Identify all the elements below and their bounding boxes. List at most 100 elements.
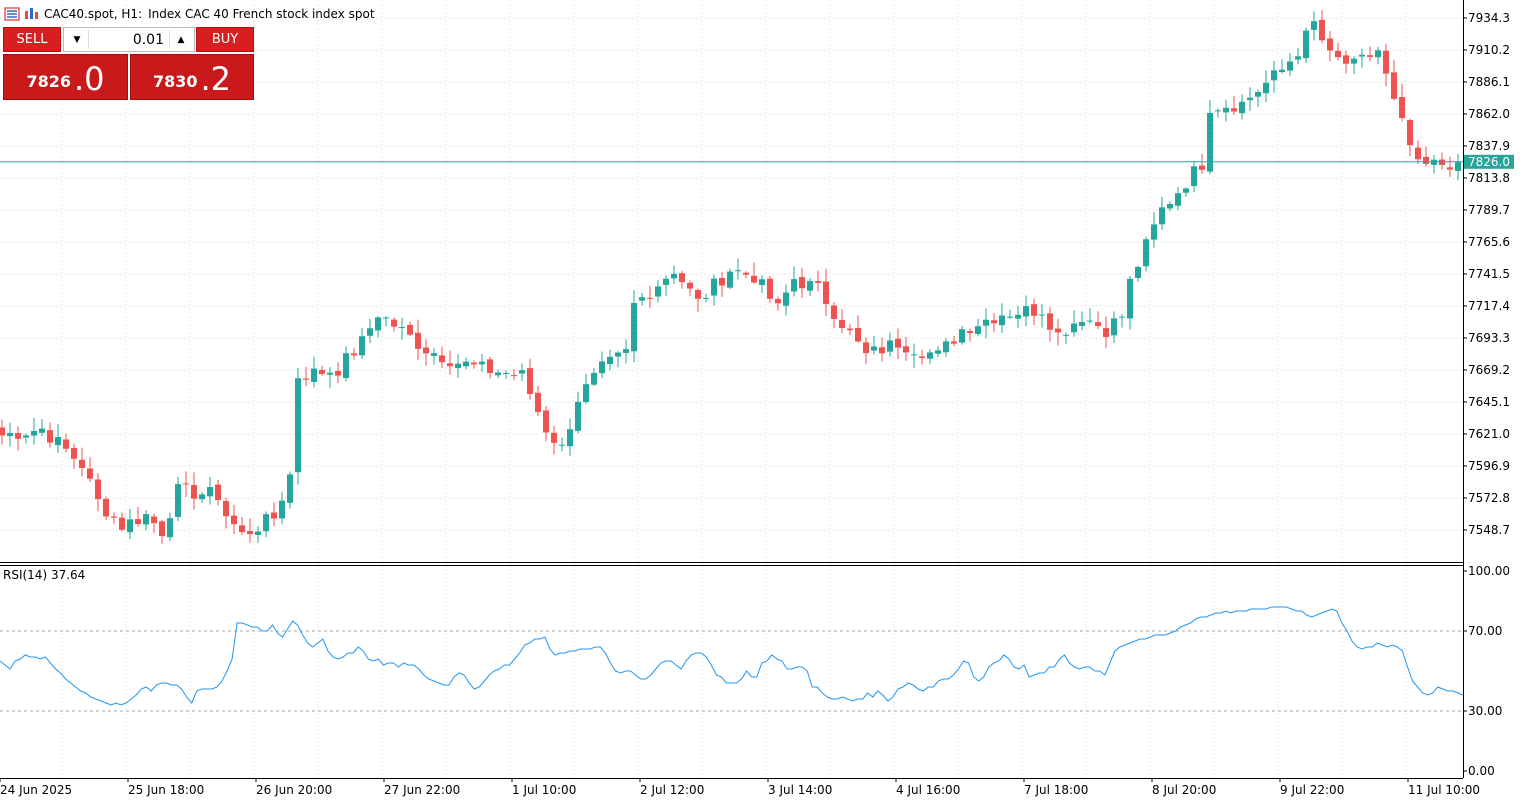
candle-body (839, 320, 845, 328)
candle-body (567, 429, 573, 447)
one-click-trading-panel: SELL ▼ 0.01 ▲ BUY 7826 .0 7830 .2 (3, 27, 254, 100)
candle-body (399, 326, 405, 328)
candle-body (1391, 72, 1397, 99)
candle-body (151, 516, 157, 524)
candle-body (71, 447, 77, 459)
candle-body (103, 498, 109, 517)
candle-body (1271, 70, 1277, 81)
candle-body (135, 519, 141, 524)
candle-body (935, 350, 941, 354)
candle-body (1287, 61, 1293, 71)
price-tick-label: 7886.1 (1468, 75, 1510, 89)
chart-window-icon[interactable] (4, 7, 20, 21)
candle-body (1231, 108, 1237, 112)
lot-increase-icon[interactable]: ▲ (169, 30, 192, 49)
time-tick-label: 4 Jul 16:00 (896, 783, 960, 797)
candle-body (1039, 314, 1045, 316)
sell-price-box[interactable]: 7826 .0 (3, 54, 128, 100)
candle-body (79, 459, 85, 468)
candle-body (255, 531, 261, 535)
candle-body (1207, 112, 1213, 172)
candle-body (1119, 316, 1125, 318)
candle-body (447, 363, 453, 367)
candle-body (519, 370, 525, 374)
candle-body (143, 514, 149, 525)
candle-body (423, 347, 429, 354)
candle-body (807, 281, 813, 291)
time-tick-label: 8 Jul 20:00 (1152, 783, 1216, 797)
price-tick-label: 7669.2 (1468, 363, 1510, 377)
candle-body (1167, 204, 1173, 209)
market-watch-icon[interactable] (24, 7, 40, 21)
candle-body (903, 346, 909, 353)
candle-body (1447, 167, 1453, 170)
time-tick-label: 7 Jul 18:00 (1024, 783, 1088, 797)
candle-body (511, 375, 517, 377)
sell-price-main: 7826 (26, 72, 71, 91)
price-tick-label: 7596.9 (1468, 459, 1510, 473)
candle-body (15, 433, 21, 439)
sell-button[interactable]: SELL (3, 27, 61, 52)
candle-body (351, 353, 357, 356)
candle-body (55, 436, 61, 446)
time-tick-label: 24 Jun 2025 (0, 783, 72, 797)
candle-body (919, 356, 925, 358)
candle-body (751, 275, 757, 283)
candle-body (1015, 314, 1021, 319)
candle-body (1247, 97, 1253, 101)
candle-body (679, 273, 685, 283)
candle-body (951, 341, 957, 344)
candle-body (199, 494, 205, 500)
candle-body (263, 514, 269, 532)
candle-body (719, 277, 725, 286)
candle-body (1183, 188, 1189, 193)
candle-body (63, 439, 69, 449)
current-price-tag (1464, 154, 1514, 169)
buy-button[interactable]: BUY (196, 27, 254, 52)
candle-body (927, 352, 933, 359)
candle-body (879, 347, 885, 354)
candle-body (1455, 161, 1461, 172)
candle-body (1127, 278, 1133, 319)
lot-value[interactable]: 0.01 (132, 31, 164, 48)
lot-size-field[interactable]: ▼ 0.01 ▲ (63, 27, 195, 52)
rsi-tick-label: 0.00 (1468, 764, 1495, 778)
candle-body (583, 384, 589, 403)
candle-body (191, 485, 197, 499)
candle-body (1143, 239, 1149, 267)
candle-body (1383, 50, 1389, 74)
candle-body (775, 298, 781, 304)
candle-body (359, 336, 365, 356)
candle-body (1047, 313, 1053, 330)
candle-body (967, 330, 973, 334)
price-tick-label: 7621.0 (1468, 427, 1510, 441)
candle-body (1319, 19, 1325, 41)
candle-body (1199, 165, 1205, 170)
candle-body (543, 410, 549, 433)
candle-body (335, 370, 341, 376)
symbol-description: Index CAC 40 French stock index spot (148, 7, 375, 21)
chart-header: CAC40.spot, H1: Index CAC 40 French stoc… (4, 6, 375, 22)
candle-body (175, 484, 181, 517)
candle-body (831, 305, 837, 319)
candle-body (943, 341, 949, 353)
candle-body (1255, 92, 1261, 97)
time-tick-label: 25 Jun 18:00 (128, 783, 204, 797)
candle-body (599, 361, 605, 374)
candle-body (1071, 323, 1077, 333)
buy-price-box[interactable]: 7830 .2 (130, 54, 254, 100)
candle-body (799, 277, 805, 289)
candle-body (623, 349, 629, 353)
candle-body (1375, 50, 1381, 58)
candle-body (407, 324, 413, 335)
candle-body (1031, 304, 1037, 316)
candle-body (119, 517, 125, 530)
candle-body (1079, 322, 1085, 326)
candle-body (855, 327, 861, 342)
lot-decrease-icon[interactable]: ▼ (66, 30, 89, 49)
symbol-label: CAC40.spot, H1: (44, 7, 143, 21)
candle-body (343, 353, 349, 379)
candle-body (671, 273, 677, 279)
candle-body (487, 359, 493, 374)
